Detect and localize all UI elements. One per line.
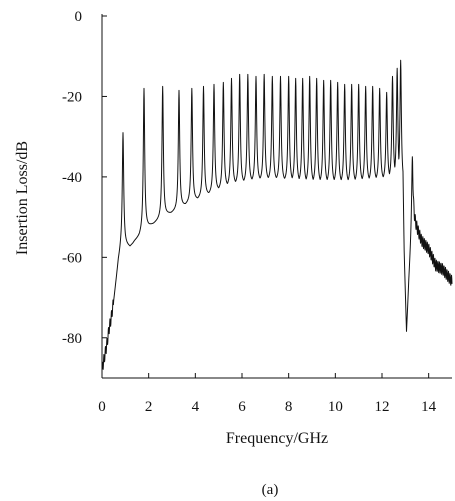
plot-frame: [101, 14, 452, 379]
y-axis-label: Insertion Loss/dB: [14, 141, 31, 255]
plot-area: [101, 59, 453, 370]
y-tick-label: -60: [62, 250, 82, 266]
y-tick-label: 0: [75, 9, 83, 25]
x-tick-label: 6: [238, 399, 246, 415]
x-tick-label: 0: [98, 399, 106, 415]
x-tick-label: 4: [192, 399, 200, 415]
y-tick-label: -40: [62, 170, 82, 186]
figure-caption: (a): [262, 482, 279, 498]
x-tick-label: 12: [375, 399, 390, 415]
x-tick-label: 10: [328, 399, 343, 415]
y-tick-label: -80: [62, 331, 82, 347]
series-line-insertion-loss: [101, 59, 453, 370]
x-tick-label: 2: [145, 399, 153, 415]
y-ticks: 0 -20 -40 -60 -80: [62, 9, 107, 347]
x-tick-label: 8: [285, 399, 293, 415]
x-tick-label: 14: [421, 399, 437, 415]
x-ticks: 0 2 4 6 8 10 12 14: [98, 373, 437, 415]
y-tick-label: -20: [62, 89, 82, 105]
x-axis-label: Frequency/GHz: [226, 430, 328, 447]
